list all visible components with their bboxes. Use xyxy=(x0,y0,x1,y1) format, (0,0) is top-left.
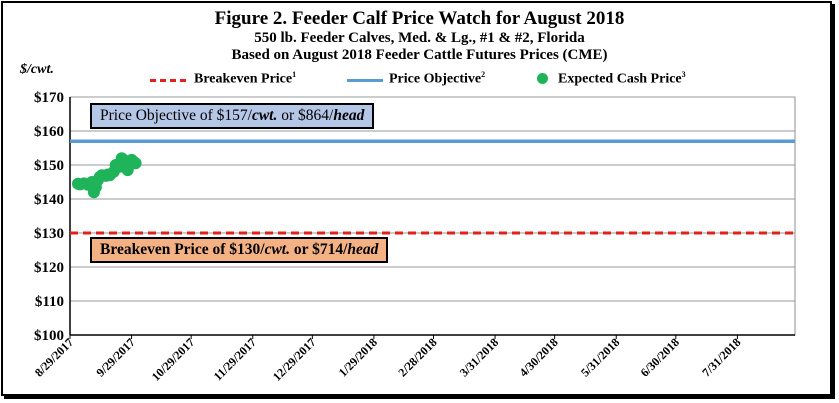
y-tick-label: $120 xyxy=(34,260,64,276)
x-tick-label: 7/31/2018 xyxy=(699,335,743,379)
x-tick-label: 9/29/2017 xyxy=(93,335,137,379)
y-tick-label: $150 xyxy=(34,158,64,174)
legend-dashed-line-swatch xyxy=(150,79,186,82)
y-tick-label: $130 xyxy=(34,226,64,242)
expected-cash-price-point xyxy=(129,157,142,170)
plot-area-border xyxy=(69,96,796,336)
legend-footnote-3: 3 xyxy=(681,70,686,79)
legend: Breakeven Price1 Price Objective2 Expect… xyxy=(0,70,839,88)
chart-subtitle: 550 lb. Feeder Calves, Med. & Lg., #1 & … xyxy=(254,30,585,46)
x-tick-label: 1/29/2018 xyxy=(336,335,380,379)
breakeven-annotation: Breakeven Price of $130/cwt. or $714/hea… xyxy=(90,237,389,263)
chart-title-block: Figure 2. Feeder Calf Price Watch for Au… xyxy=(0,8,839,64)
x-tick-label: 5/31/2018 xyxy=(578,335,622,379)
y-axis-unit-label: $/cwt. xyxy=(20,62,54,77)
y-tick-label: $110 xyxy=(35,294,64,310)
x-tick-label: 10/29/2017 xyxy=(149,335,198,384)
x-tick-label: 4/30/2018 xyxy=(516,335,560,379)
legend-label-expected: Expected Cash Price xyxy=(558,71,682,87)
y-tick-label: $100 xyxy=(34,328,64,344)
price-objective-annotation: Price Objective of $157/cwt. or $864/hea… xyxy=(90,103,375,129)
legend-solid-line-swatch xyxy=(347,79,383,82)
legend-label-objective: Price Objective xyxy=(389,71,482,87)
legend-dot-swatch xyxy=(537,73,548,84)
legend-footnote-2: 2 xyxy=(481,70,486,79)
chart-title: Figure 2. Feeder Calf Price Watch for Au… xyxy=(214,8,625,29)
x-tick-label: 2/28/2018 xyxy=(395,335,439,379)
y-tick-label: $170 xyxy=(34,90,64,106)
x-tick-label: 12/29/2017 xyxy=(270,335,319,384)
x-tick-label: 6/30/2018 xyxy=(638,335,682,379)
y-tick-label: $140 xyxy=(34,192,64,208)
chart-subtitle-2: Based on August 2018 Feeder Cattle Futur… xyxy=(231,47,608,63)
y-tick-label: $160 xyxy=(34,124,64,140)
x-tick-label: 3/31/2018 xyxy=(457,335,501,379)
legend-label-breakeven: Breakeven Price xyxy=(194,71,293,87)
legend-footnote-1: 1 xyxy=(292,70,297,79)
x-tick-label: 11/29/2017 xyxy=(211,335,259,383)
